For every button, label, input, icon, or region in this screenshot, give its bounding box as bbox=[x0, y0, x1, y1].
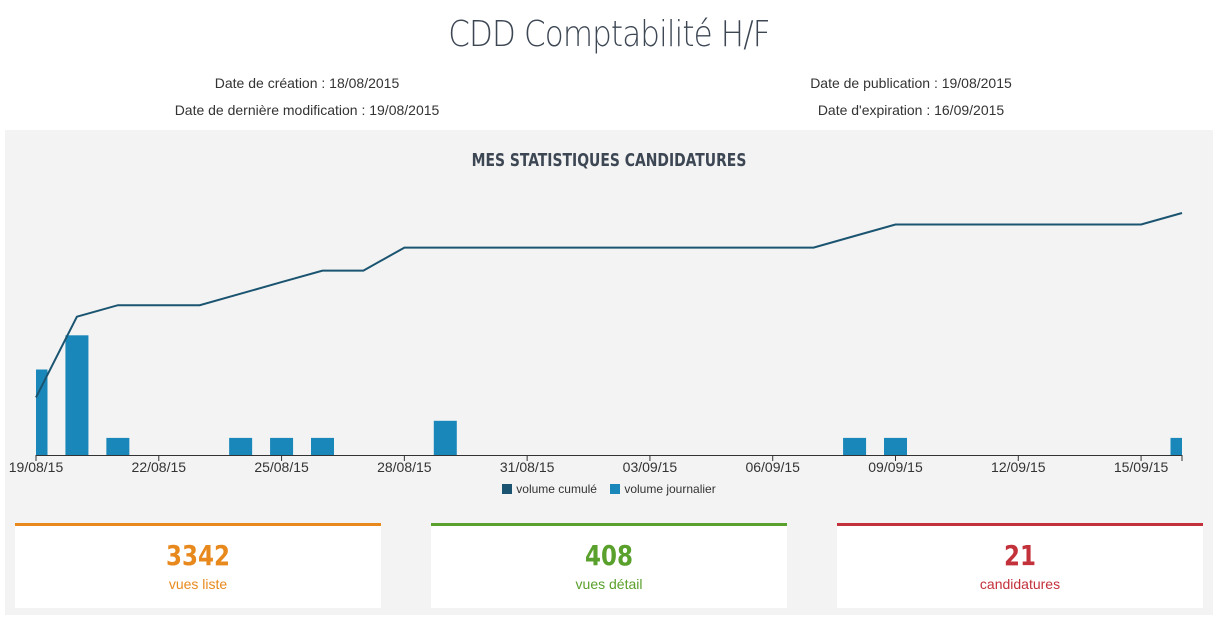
job-title: CDD Comptabilité H/F bbox=[448, 14, 770, 55]
stat-card-views-list: 3342 vues liste bbox=[15, 523, 381, 608]
views-list-label: vues liste bbox=[168, 576, 228, 592]
daily-volume-bar bbox=[270, 437, 294, 455]
daily-volume-bar bbox=[65, 335, 89, 455]
legend-swatch-daily bbox=[610, 484, 621, 494]
chart-title: MES STATISTIQUES CANDIDATURES bbox=[471, 150, 747, 171]
legend-swatch-cumulative bbox=[502, 484, 513, 494]
x-tick-label: 31/08/15 bbox=[500, 459, 555, 475]
views-detail-value: 408 bbox=[585, 539, 633, 572]
applications-value: 21 bbox=[1004, 539, 1036, 572]
daily-volume-bar bbox=[433, 420, 457, 455]
daily-volume-bar bbox=[884, 437, 907, 455]
publication-date: Date de publication : 19/08/2015 bbox=[810, 75, 1012, 91]
daily-volume-bar bbox=[311, 437, 334, 455]
x-tick-label: 19/08/15 bbox=[9, 459, 64, 475]
cumulative-volume-line bbox=[35, 212, 1183, 398]
views-list-value: 3342 bbox=[166, 539, 230, 572]
stat-card-views-detail: 408 vues détail bbox=[431, 523, 787, 608]
x-tick-label: 28/08/15 bbox=[377, 459, 432, 475]
legend-item-cumulative[interactable]: volume cumulé bbox=[502, 482, 597, 496]
legend-item-daily[interactable]: volume journalier bbox=[610, 482, 716, 496]
views-detail-label: vues détail bbox=[575, 576, 643, 592]
legend-label-cumulative: volume cumulé bbox=[516, 482, 597, 496]
daily-volume-bar bbox=[229, 437, 253, 455]
x-tick-label: 12/09/15 bbox=[991, 459, 1046, 475]
stat-card-applications: 21 candidatures bbox=[837, 523, 1203, 608]
daily-volume-bar bbox=[1170, 437, 1182, 455]
chart-legend: volume cumulé volume journalier bbox=[0, 482, 1218, 496]
daily-volume-bar bbox=[106, 437, 130, 455]
x-tick-label: 25/08/15 bbox=[254, 459, 309, 475]
x-tick-label: 03/09/15 bbox=[623, 459, 678, 475]
x-tick-label: 06/09/15 bbox=[745, 459, 800, 475]
applications-label: candidatures bbox=[979, 576, 1061, 592]
x-tick-label: 22/08/15 bbox=[132, 459, 187, 475]
creation-date: Date de création : 18/08/2015 bbox=[214, 75, 400, 91]
applications-chart: 19/08/15 22/08/15 25/08/15 28/08/15 31/08/15… bbox=[9, 212, 1183, 475]
daily-volume-bar bbox=[36, 369, 48, 455]
expiration-date: Date d'expiration : 16/09/2015 bbox=[817, 102, 1005, 118]
daily-volume-bar bbox=[843, 437, 867, 455]
legend-label-daily: volume journalier bbox=[624, 482, 716, 496]
last-modified-date: Date de dernière modification : 19/08/20… bbox=[174, 102, 440, 118]
x-tick-label: 15/09/15 bbox=[1114, 459, 1169, 475]
x-tick-label: 09/09/15 bbox=[868, 459, 923, 475]
